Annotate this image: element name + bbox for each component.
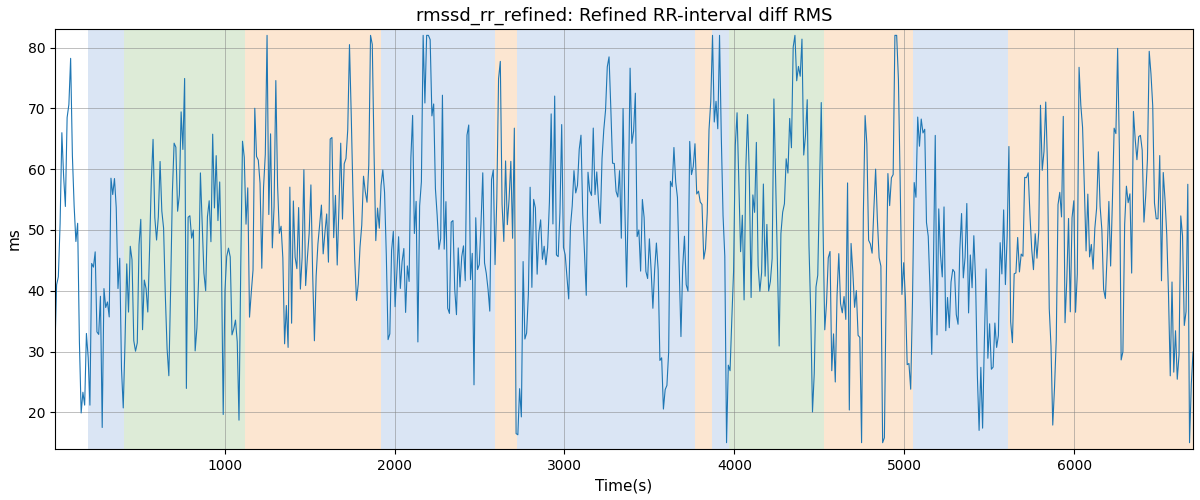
Bar (517, 30, 695, 449)
Bar (913, 30, 1008, 449)
X-axis label: Time(s): Time(s) (595, 478, 653, 493)
Title: rmssd_rr_refined: Refined RR-interval diff RMS: rmssd_rr_refined: Refined RR-interval di… (415, 7, 833, 25)
Bar (88, 30, 125, 449)
Bar (494, 30, 517, 449)
Bar (730, 30, 824, 449)
Y-axis label: ms: ms (7, 228, 22, 250)
Bar (824, 30, 913, 449)
Bar (125, 30, 245, 449)
Bar (1008, 30, 1044, 449)
Bar (695, 30, 713, 449)
Bar (245, 30, 382, 449)
Bar (713, 30, 730, 449)
Bar (1044, 30, 1193, 449)
Bar (382, 30, 494, 449)
